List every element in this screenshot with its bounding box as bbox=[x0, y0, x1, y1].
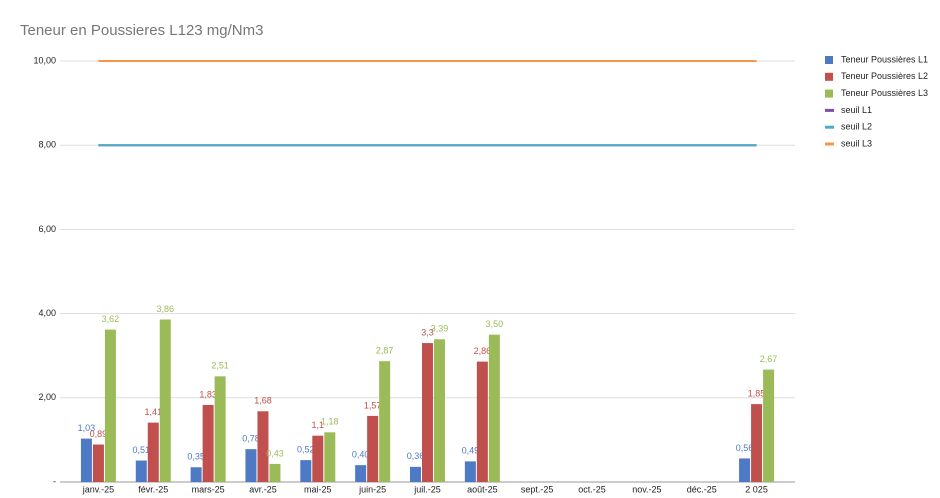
bar bbox=[104, 329, 116, 482]
x-tick-label: mars-25 bbox=[192, 484, 225, 494]
bar bbox=[464, 461, 476, 482]
legend-label: seuil L1 bbox=[841, 105, 872, 115]
x-tick-label: oct.-25 bbox=[578, 484, 606, 494]
value-label: 0,56 bbox=[736, 443, 754, 453]
bar bbox=[245, 449, 257, 482]
value-label: 1,57 bbox=[364, 400, 382, 410]
bar bbox=[410, 466, 421, 482]
x-tick-label: 2 025 bbox=[745, 484, 768, 494]
value-label: 3,3 bbox=[421, 327, 434, 337]
legend-label: Teneur Poussières L3 bbox=[841, 88, 928, 98]
bar bbox=[476, 361, 488, 482]
legend-swatch bbox=[825, 56, 833, 64]
value-label: 0,49 bbox=[462, 446, 480, 456]
legend-label: seuil L3 bbox=[841, 138, 872, 148]
value-label: 3,39 bbox=[431, 324, 449, 334]
legend-swatch bbox=[825, 72, 833, 81]
bar bbox=[434, 339, 445, 482]
bar bbox=[488, 334, 500, 482]
bar bbox=[312, 435, 324, 482]
value-label: 3,86 bbox=[157, 304, 175, 314]
bar bbox=[300, 460, 312, 482]
x-tick-label: févr.-25 bbox=[138, 484, 168, 494]
value-label: 0,36 bbox=[407, 451, 425, 461]
value-label: 1,85 bbox=[748, 388, 766, 398]
legend-label: Teneur Poussières L2 bbox=[841, 71, 928, 81]
x-tick-label: sept.-25 bbox=[521, 484, 554, 494]
bar bbox=[80, 438, 92, 482]
value-label: 2,87 bbox=[376, 346, 394, 356]
legend-swatch bbox=[825, 89, 833, 98]
value-label: 3,62 bbox=[102, 314, 120, 324]
bar bbox=[355, 465, 367, 482]
x-tick-label: déc.-25 bbox=[687, 484, 717, 494]
bar bbox=[190, 467, 202, 482]
y-tick-label: 8,00 bbox=[38, 140, 56, 150]
bar bbox=[257, 411, 269, 482]
chart-title: Teneur en Poussieres L123 mg/Nm3 bbox=[20, 22, 263, 39]
value-label: 3,50 bbox=[486, 319, 504, 329]
x-tick-label: juin-25 bbox=[358, 484, 386, 494]
bar bbox=[379, 361, 391, 482]
value-label: 0,40 bbox=[352, 450, 370, 460]
bar bbox=[367, 415, 379, 482]
bar bbox=[269, 463, 281, 482]
x-tick-label: janv.-25 bbox=[82, 484, 114, 494]
y-tick-label: 4,00 bbox=[38, 308, 56, 318]
value-label: 1,03 bbox=[78, 423, 96, 433]
value-label: 0,35 bbox=[187, 452, 205, 462]
value-label: 2,67 bbox=[760, 354, 778, 364]
y-tick-label: 10,00 bbox=[33, 55, 56, 65]
x-tick-label: mai-25 bbox=[304, 484, 332, 494]
bar bbox=[739, 458, 751, 482]
x-tick-label: août-25 bbox=[467, 484, 498, 494]
x-tick-label: avr.-25 bbox=[249, 484, 277, 494]
bar bbox=[202, 404, 214, 482]
bar bbox=[147, 422, 159, 482]
value-label: 1,41 bbox=[145, 407, 163, 417]
bar bbox=[159, 319, 171, 482]
bar bbox=[324, 432, 336, 482]
y-tick-label: - bbox=[53, 476, 56, 486]
value-label: 1,1 bbox=[312, 420, 325, 430]
bar bbox=[763, 369, 775, 482]
value-label: 0,89 bbox=[90, 429, 108, 439]
value-label: 1,18 bbox=[321, 417, 339, 427]
value-label: 0,51 bbox=[133, 445, 151, 455]
legend-label: Teneur Poussières L1 bbox=[841, 54, 928, 64]
bar bbox=[92, 444, 104, 482]
value-label: 0,78 bbox=[242, 434, 260, 444]
value-label: 0,43 bbox=[266, 448, 284, 458]
bar bbox=[135, 460, 147, 482]
bar bbox=[751, 404, 763, 482]
value-label: 2,51 bbox=[211, 361, 229, 371]
value-label: 1,83 bbox=[199, 389, 217, 399]
x-tick-label: nov.-25 bbox=[632, 484, 661, 494]
value-label: 1,68 bbox=[254, 396, 272, 406]
value-label: 2,86 bbox=[474, 346, 492, 356]
bar bbox=[214, 376, 226, 482]
bar bbox=[422, 343, 433, 482]
x-tick-label: juil.-25 bbox=[413, 484, 441, 494]
y-tick-label: 2,00 bbox=[38, 392, 56, 402]
legend-label: seuil L2 bbox=[841, 122, 872, 132]
y-tick-label: 6,00 bbox=[38, 224, 56, 234]
value-label: 0,52 bbox=[297, 444, 315, 454]
